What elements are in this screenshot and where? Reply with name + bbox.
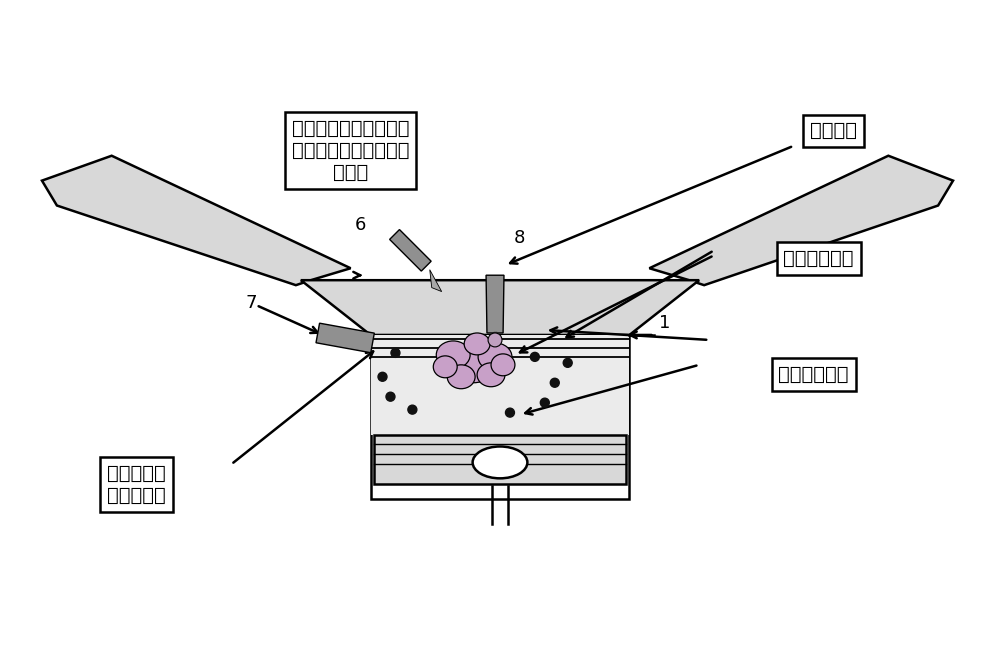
Text: 1: 1	[659, 314, 670, 332]
Ellipse shape	[436, 341, 470, 369]
Polygon shape	[301, 280, 699, 335]
Circle shape	[408, 405, 417, 414]
Text: 火花点火: 火花点火	[810, 122, 857, 140]
Polygon shape	[390, 229, 431, 271]
Circle shape	[378, 372, 387, 382]
Ellipse shape	[473, 447, 527, 478]
Ellipse shape	[447, 365, 475, 389]
Polygon shape	[371, 335, 629, 499]
Ellipse shape	[447, 343, 499, 383]
Circle shape	[540, 398, 549, 407]
Polygon shape	[371, 335, 629, 435]
Text: 后期低温自燃: 后期低温自燃	[778, 365, 849, 384]
Ellipse shape	[491, 354, 515, 376]
Text: 气道喷汽油，形成预混
的稀释或稀薄空气燃油
混合气: 气道喷汽油，形成预混 的稀释或稀薄空气燃油 混合气	[292, 119, 409, 182]
Text: 引燃着火过程: 引燃着火过程	[783, 249, 854, 268]
Text: 7: 7	[245, 294, 257, 312]
Text: 8: 8	[514, 229, 526, 248]
Circle shape	[550, 378, 559, 387]
Circle shape	[505, 408, 514, 417]
Polygon shape	[374, 435, 626, 484]
Ellipse shape	[477, 363, 505, 387]
Text: 6: 6	[355, 216, 366, 235]
Polygon shape	[42, 156, 351, 285]
Circle shape	[386, 392, 395, 401]
Polygon shape	[649, 156, 953, 285]
Circle shape	[563, 358, 572, 367]
Circle shape	[488, 333, 502, 347]
Polygon shape	[430, 270, 442, 292]
Ellipse shape	[433, 356, 457, 378]
Ellipse shape	[464, 333, 490, 355]
Polygon shape	[486, 275, 504, 333]
Circle shape	[391, 348, 400, 358]
Text: 直喷微量高
可燃性燃料: 直喷微量高 可燃性燃料	[107, 464, 166, 505]
Circle shape	[530, 352, 539, 361]
Polygon shape	[316, 323, 374, 353]
Ellipse shape	[478, 343, 512, 370]
